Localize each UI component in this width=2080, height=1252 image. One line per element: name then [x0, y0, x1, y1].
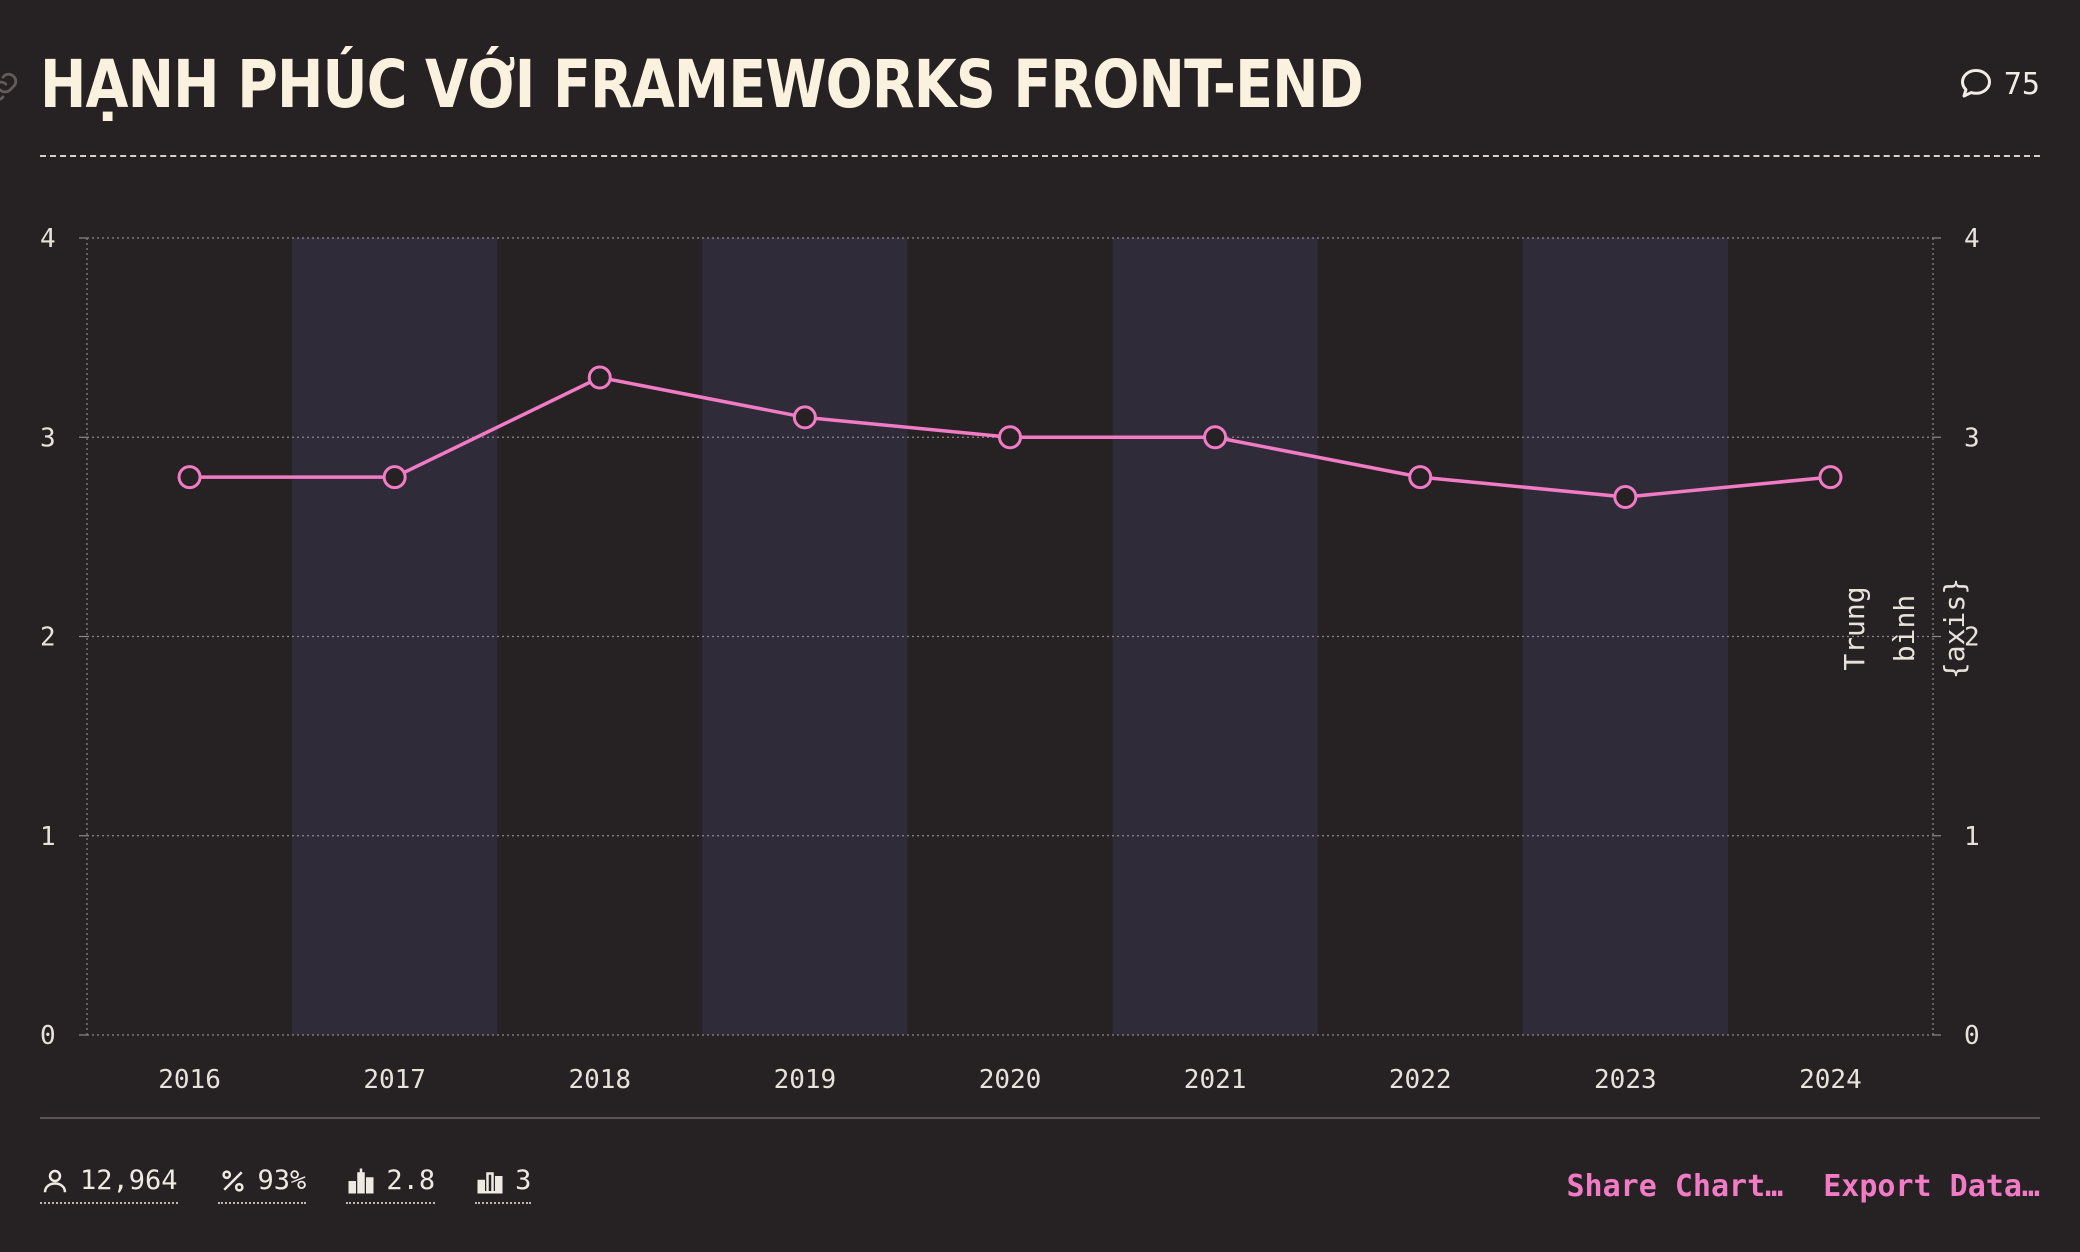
data-point-2018	[587, 365, 612, 390]
chart-footer: 12,964 93% 2.8 3 Share Chart… Export Data…	[40, 1117, 2040, 1252]
x-tick-label-2016: 2016	[158, 1065, 221, 1090]
data-point-2024	[1818, 465, 1843, 490]
comments-button[interactable]: 75	[1958, 66, 2040, 102]
stat-average-bars[interactable]: 2.8	[346, 1165, 436, 1204]
data-point-2020	[998, 425, 1022, 450]
stat-value: 12,964	[80, 1165, 178, 1196]
user-icon	[43, 1169, 67, 1192]
y-axis-title-line-3: {axis}	[1938, 578, 1971, 679]
stat-value: 3	[515, 1165, 532, 1196]
y-tick-label-right-0: 0	[1964, 1021, 1980, 1051]
y-axis-title-line-2: bình	[1888, 595, 1921, 662]
line-chart: 0 0 1 1 2 2 3 3 4 4 2016 2017 2018 2019 2020 2021 2022 20…	[40, 224, 1980, 1090]
stats-bar: 12,964 93% 2.8 3	[40, 1165, 532, 1204]
x-tick-label-2019: 2019	[774, 1065, 837, 1090]
average-bars-icon	[348, 1168, 374, 1193]
x-tick-label-2017: 2017	[363, 1065, 426, 1090]
export-data-button[interactable]: Export Data…	[1823, 1169, 2040, 1204]
x-tick-label-2022: 2022	[1389, 1065, 1452, 1090]
data-point-2023	[1613, 485, 1638, 510]
chart-title: HẠNH PHÚC VỚI FRAMEWORKS FRONT-END	[40, 46, 1364, 123]
stat-value: 2.8	[386, 1165, 436, 1196]
data-point-2017	[382, 465, 407, 490]
comment-count: 75	[2003, 66, 2040, 102]
x-tick-label-2018: 2018	[568, 1065, 631, 1090]
comment-bubble-icon	[1960, 69, 1991, 98]
y-axis-title-line-1: Trung	[1838, 586, 1871, 670]
x-tick-label-2020: 2020	[979, 1065, 1042, 1090]
data-point-2022	[1408, 465, 1433, 490]
link-icon[interactable]	[0, 70, 20, 104]
y-tick-label-right-3: 3	[1964, 423, 1980, 453]
y-tick-label-left-2: 2	[40, 623, 56, 653]
chart-header: HẠNH PHÚC VỚI FRAMEWORKS FRONT-END 75	[40, 40, 2040, 157]
stat-percent[interactable]: 93%	[217, 1165, 307, 1204]
y-tick-label-left-1: 1	[40, 822, 56, 852]
y-tick-label-right-2: 2	[1964, 623, 1980, 653]
x-tick-label-2021: 2021	[1184, 1065, 1247, 1090]
stat-median-bars[interactable]: 3	[475, 1165, 532, 1204]
y-tick-label-left-3: 3	[40, 423, 56, 453]
data-point-2021	[1203, 425, 1228, 450]
median-bars-icon	[477, 1171, 503, 1193]
stat-value: 93%	[257, 1165, 307, 1196]
y-tick-label-right-4: 4	[1964, 224, 1980, 254]
x-tick-label-2023: 2023	[1594, 1065, 1657, 1090]
data-point-2016	[177, 465, 202, 490]
data-point-2019	[792, 405, 817, 430]
y-tick-label-left-0: 0	[40, 1021, 56, 1051]
percent-icon	[221, 1169, 244, 1192]
y-tick-label-right-1: 1	[1964, 822, 1980, 852]
share-chart-button[interactable]: Share Chart…	[1566, 1169, 1784, 1204]
stat-user[interactable]: 12,964	[40, 1165, 178, 1204]
x-tick-label-2024: 2024	[1799, 1065, 1862, 1090]
y-tick-label-left-4: 4	[40, 224, 56, 254]
